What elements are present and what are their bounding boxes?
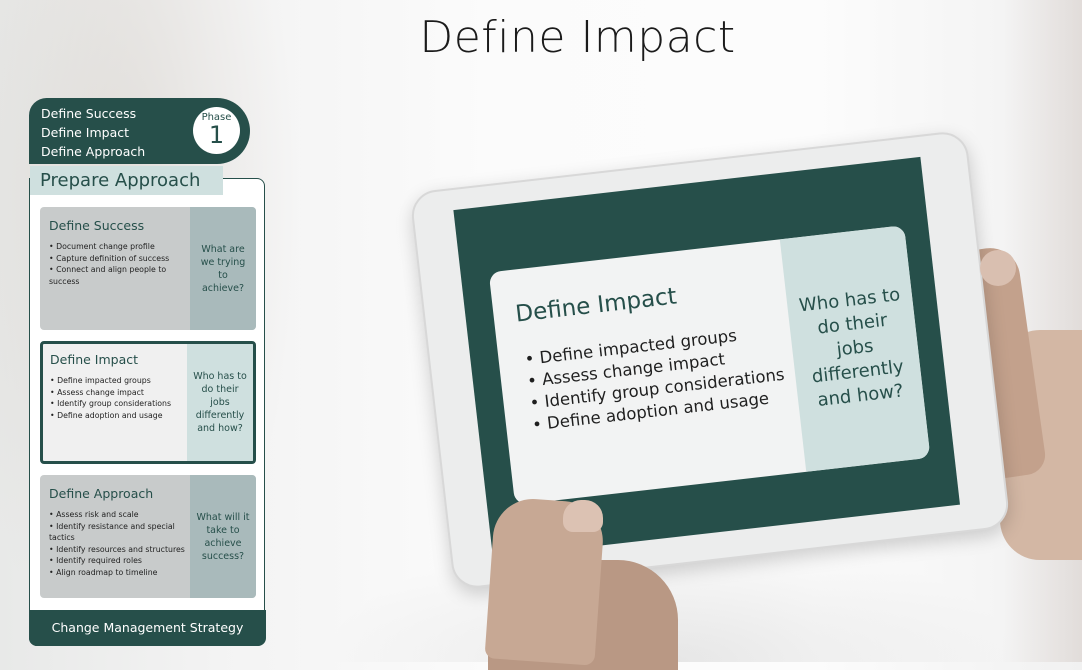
phase-badge-word: Phase <box>201 112 232 123</box>
card-question: What will it take to achieve success? <box>190 475 256 598</box>
phase-list: Define Success Define Impact Define Appr… <box>41 104 145 161</box>
card-bullets: Document change profile Capture definiti… <box>49 241 189 287</box>
card-bullet: Identify resistance and special tactics <box>49 521 189 544</box>
card-title: Define Impact <box>50 352 139 367</box>
card-title: Define Success <box>49 218 145 233</box>
tablet-slide-bullets: Define impacted groups Assess change imp… <box>524 320 789 436</box>
phase-item-define-success: Define Success <box>41 106 137 121</box>
card-bullet: Assess risk and scale <box>49 509 189 521</box>
card-bullet: Assess change impact <box>50 387 190 399</box>
tablet-slide-title: Define Impact <box>514 283 678 328</box>
right-thumb-nail <box>980 250 1016 286</box>
page-title: Define Impact <box>419 12 736 63</box>
phase-badge-number: 1 <box>208 121 225 149</box>
tablet-slide: Define Impact Define impacted groups Ass… <box>488 225 931 505</box>
card-question: Who has to do their jobs differently and… <box>187 344 253 461</box>
tablet-screen: Define Impact Define impacted groups Ass… <box>453 156 960 558</box>
tablet-slide-question: Who has to do their jobs differently and… <box>779 225 931 472</box>
phase-badge: Phase 1 <box>193 107 240 154</box>
card-bullets: Assess risk and scale Identify resistanc… <box>49 509 189 578</box>
card-bullet: Capture definition of success <box>49 253 189 265</box>
prepare-approach-label: Prepare Approach <box>30 166 223 195</box>
left-thumb-nail <box>563 500 603 532</box>
card-question: What are we trying to achieve? <box>190 207 256 330</box>
card-bullet: Document change profile <box>49 241 189 253</box>
card-bullet: Align roadmap to timeline <box>49 567 189 579</box>
card-define-success: Define Success Document change profile C… <box>40 207 256 330</box>
phase-item-define-approach: Define Approach <box>41 144 146 159</box>
strategy-footer: Change Management Strategy <box>29 610 266 646</box>
card-bullet: Define impacted groups <box>50 375 190 387</box>
phase-header: Define Success Define Impact Define Appr… <box>29 98 250 164</box>
card-bullet: Identify group considerations <box>50 398 190 410</box>
card-bullet: Define adoption and usage <box>50 410 190 422</box>
card-title: Define Approach <box>49 486 154 501</box>
card-bullet: Connect and align people to success <box>49 264 189 287</box>
card-bullet: Identify required roles <box>49 555 189 567</box>
card-define-approach: Define Approach Assess risk and scale Id… <box>40 475 256 598</box>
card-define-impact: Define Impact Define impacted groups Ass… <box>40 341 256 464</box>
phase-item-define-impact: Define Impact <box>41 125 130 140</box>
card-bullets: Define impacted groups Assess change imp… <box>50 375 190 421</box>
card-bullet: Identify resources and structures <box>49 544 189 556</box>
